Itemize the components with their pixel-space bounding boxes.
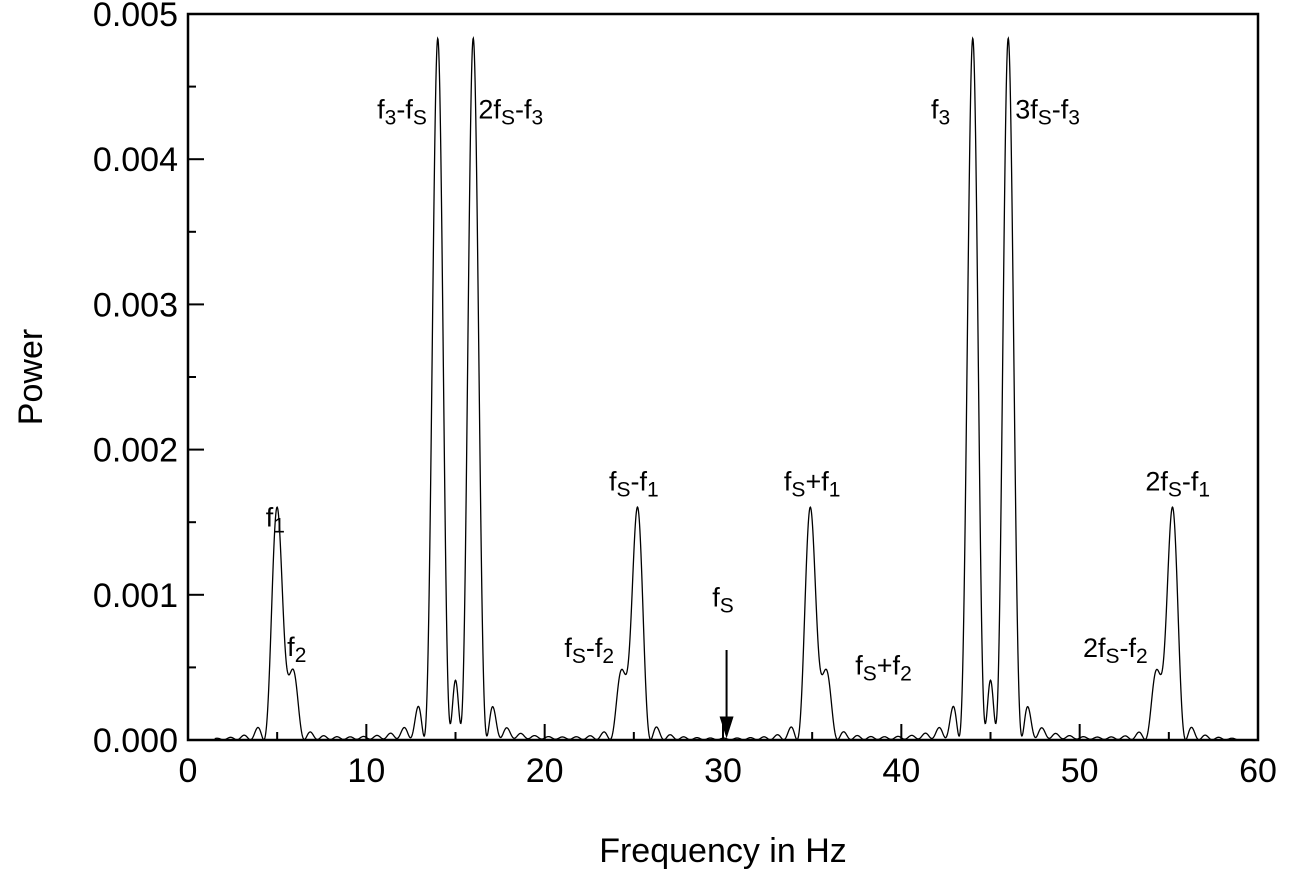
arrow-head xyxy=(719,716,734,739)
x-tick-label: 50 xyxy=(1061,752,1099,790)
y-tick-label: 0.002 xyxy=(93,432,178,470)
annotation-fs-f1: fS-f1 xyxy=(609,466,659,501)
spectrum-series-line xyxy=(214,35,1237,741)
y-tick-label: 0.005 xyxy=(93,0,178,34)
annotation-f2: f2 xyxy=(287,632,306,667)
y-tick-label: 0.000 xyxy=(93,722,178,760)
x-tick-label: 60 xyxy=(1239,752,1277,790)
axes: 0 10 20 30 40 50 60 0.0000.0010.0020.0030.0040… xyxy=(93,0,1277,790)
x-axis-ticks: 0 10 20 30 40 50 60 xyxy=(179,724,1277,790)
center-frequency-arrow xyxy=(719,649,734,739)
x-axis-title: Frequency in Hz xyxy=(599,832,847,870)
annotation-2fs-f3: 2fS-f3 xyxy=(478,95,543,130)
x-tick-label: 40 xyxy=(882,752,920,790)
x-tick-label: 30 xyxy=(704,752,742,790)
annotation-fs+f1: fS+f1 xyxy=(784,466,841,501)
annotation-2fs-f1: 2fS-f1 xyxy=(1145,466,1210,501)
annotation-fs+f2: fS+f2 xyxy=(855,651,912,686)
x-tick-label: 20 xyxy=(526,752,564,790)
x-tick-label: 10 xyxy=(347,752,385,790)
annotation-f3-fs: f3-fS xyxy=(377,95,427,130)
plot-area xyxy=(214,35,1237,741)
annotation-2fs-f2: 2fS-f2 xyxy=(1083,633,1148,668)
y-axis-title: Power xyxy=(12,329,50,425)
plot-frame xyxy=(186,12,1260,742)
y-tick-label: 0.001 xyxy=(93,577,178,615)
x-tick-label: 0 xyxy=(179,752,198,790)
annotation-f3: f3 xyxy=(931,95,950,130)
annotation-3fs-f3: 3fS-f3 xyxy=(1015,95,1080,130)
annotation-fs-f2: fS-f2 xyxy=(564,633,614,668)
y-tick-label: 0.003 xyxy=(93,286,178,324)
y-axis-ticks: 0.000 0.001 0.002 0.003 0.004 0.005 xyxy=(93,0,204,760)
annotation-f1: f1 xyxy=(266,503,285,538)
annotation-fs: fS xyxy=(712,582,734,617)
y-tick-label: 0.004 xyxy=(93,141,178,179)
peak-annotations: f1 f2 f3-fS 2fS-f3 fS-f1 fS-f2 fS fS+f1 fS+f2 f3 3… xyxy=(266,95,1210,686)
